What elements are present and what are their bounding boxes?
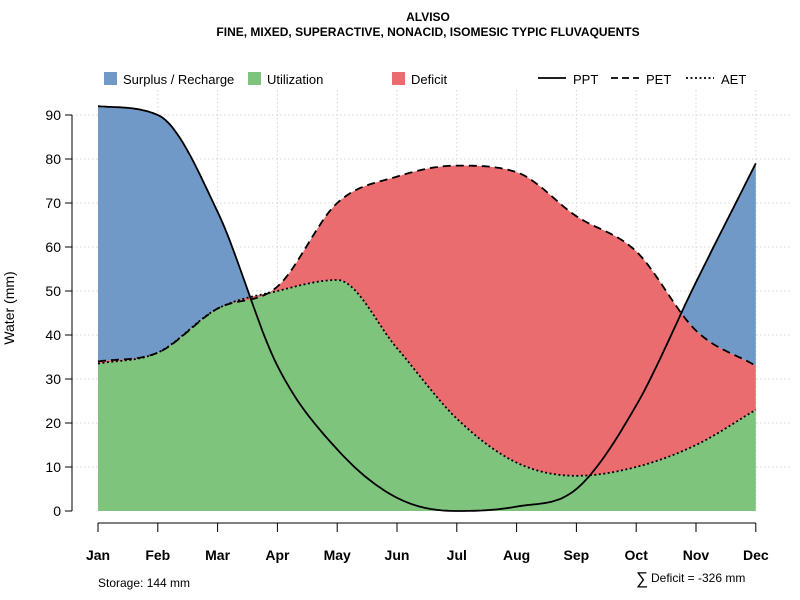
legend-label-0: Surplus / Recharge <box>123 72 234 87</box>
legend-label-2: Deficit <box>411 72 448 87</box>
x-tick-label-aug: Aug <box>503 547 530 563</box>
legend-label-1: Utilization <box>267 72 323 87</box>
utilization-area <box>98 280 756 511</box>
legend-swatch-0 <box>104 72 117 85</box>
chart-subtitle: FINE, MIXED, SUPERACTIVE, NONACID, ISOME… <box>216 25 639 39</box>
x-tick-label-jan: Jan <box>86 547 110 563</box>
x-tick-label-sep: Sep <box>564 547 590 563</box>
legend-swatch-2 <box>392 72 405 85</box>
x-tick-label-dec: Dec <box>743 547 769 563</box>
chart-title: ALVISO <box>406 10 450 24</box>
series-line-ppt <box>97 105 757 512</box>
surplus-area <box>98 106 756 366</box>
y-tick-label: 30 <box>45 371 61 387</box>
x-tick-label-jul: Jul <box>447 547 467 563</box>
x-tick-label-feb: Feb <box>145 547 170 563</box>
y-tick-label: 40 <box>45 327 61 343</box>
y-tick-label: 20 <box>45 415 61 431</box>
x-tick-label-may: May <box>324 547 351 563</box>
y-tick-label: 80 <box>45 151 61 167</box>
y-tick-label: 50 <box>45 283 61 299</box>
y-tick-label: 0 <box>53 503 61 519</box>
x-tick-label-apr: Apr <box>265 547 290 563</box>
x-tick-label-jun: Jun <box>385 547 410 563</box>
y-tick-label: 60 <box>45 239 61 255</box>
y-tick-label: 70 <box>45 195 61 211</box>
axes: 0 10 20 30 40 50 60 70 80 90 Jan Feb Mar Apr May Jun Jul… <box>45 107 768 563</box>
storage-annotation: Storage: 144 mm <box>98 576 190 590</box>
legend-label-pet: PET <box>646 72 671 87</box>
y-tick-label: 90 <box>45 107 61 123</box>
legend-label-ppt: PPT <box>573 72 598 87</box>
sum-icon: ∑ <box>636 569 648 588</box>
area-layers <box>98 106 756 511</box>
deficit-area <box>98 165 756 476</box>
deficit-annotation: Deficit = -326 mm <box>651 571 745 585</box>
x-tick-label-nov: Nov <box>683 547 710 563</box>
legend-label-aet: AET <box>721 72 746 87</box>
x-tick-label-oct: Oct <box>625 547 649 563</box>
x-tick-label-mar: Mar <box>205 547 230 563</box>
legend-swatch-1 <box>248 72 261 85</box>
y-tick-label: 10 <box>45 459 61 475</box>
y-axis-label: Water (mm) <box>1 271 17 344</box>
legend: Surplus / Recharge Utilization Deficit PPT P… <box>104 72 746 87</box>
series-line-pet <box>97 164 757 367</box>
series-lines <box>97 105 757 512</box>
